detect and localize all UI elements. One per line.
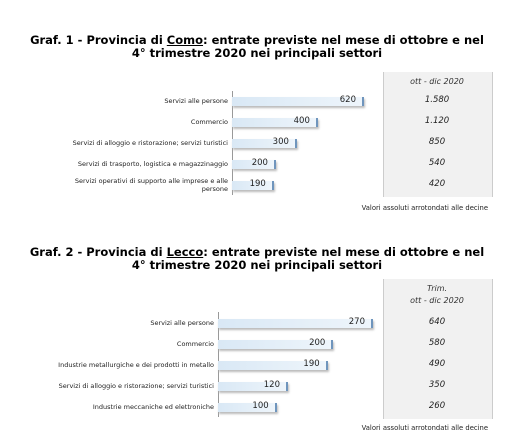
table-value: 420	[428, 178, 446, 189]
value-label: 200	[309, 337, 326, 348]
table-value: 350	[428, 379, 446, 390]
table-value: 850	[428, 137, 446, 147]
table-value: 540	[428, 157, 446, 168]
table-header: ott - dic 2020	[410, 296, 464, 305]
category-label: Commercio	[176, 339, 214, 348]
chart-title: Graf. 2 - Provincia di Lecco: entrate pr…	[22, 246, 492, 272]
category-label: Servizi di trasporto, logistica e magazz…	[77, 159, 228, 168]
chart-title: Graf. 1 - Provincia di Como: entrate pre…	[22, 34, 492, 60]
bar	[218, 339, 334, 349]
table-value: 1.120	[424, 116, 450, 127]
bar	[232, 97, 364, 107]
value-label: 300	[272, 137, 289, 147]
value-label: 400	[293, 116, 310, 127]
title-part: : entrate previste nel mese di ottobre e…	[131, 245, 485, 272]
table-header: Trim.	[426, 284, 448, 293]
value-label: 100	[252, 400, 269, 411]
bar	[232, 139, 297, 148]
value-label: 190	[303, 358, 320, 369]
note: Valori assoluti arrotondati alle decine	[361, 204, 488, 212]
bar	[218, 360, 328, 370]
table-header: ott - dic 2020	[410, 77, 464, 86]
table-value: 260	[428, 400, 446, 411]
bar	[218, 402, 277, 412]
bar	[232, 180, 274, 190]
bar	[232, 118, 318, 128]
table-value: 580	[428, 337, 446, 348]
title-part: Como	[166, 33, 204, 47]
category-label: Servizi operativi di supporto alle impre…	[74, 176, 228, 193]
bar	[218, 318, 373, 328]
table-value: 490	[428, 358, 446, 369]
category-label: Commercio	[190, 118, 228, 127]
note: Valori assoluti arrotondati alle decine	[361, 424, 488, 432]
value-label: 620	[339, 95, 356, 106]
category-label: Servizi alle persone	[164, 97, 228, 106]
bar	[218, 381, 288, 391]
category-label: Servizi di alloggio e ristorazione; serv…	[58, 381, 214, 390]
title-part: Lecco	[166, 245, 204, 259]
value-label: 120	[263, 379, 280, 390]
title-part: Graf. 2 - Provincia di	[29, 245, 167, 259]
title-part: Graf. 1 - Provincia di	[30, 33, 167, 47]
bar	[232, 159, 276, 169]
value-label: 190	[249, 178, 266, 189]
table-value: 640	[428, 316, 446, 327]
category-label: Servizi di alloggio e ristorazione; serv…	[72, 139, 228, 147]
table-value: 1.580	[424, 95, 450, 106]
value-label: 200	[251, 157, 268, 168]
category-label: Industrie metallurgiche e dei prodotti i…	[58, 360, 214, 369]
table-box	[383, 72, 493, 197]
category-label: Servizi alle persone	[150, 318, 214, 327]
value-label: 270	[348, 316, 365, 327]
category-label: Industrie meccaniche ed elettroniche	[92, 402, 214, 411]
title-part: : entrate previste nel mese di ottobre e…	[131, 33, 484, 60]
table-box	[383, 279, 493, 419]
